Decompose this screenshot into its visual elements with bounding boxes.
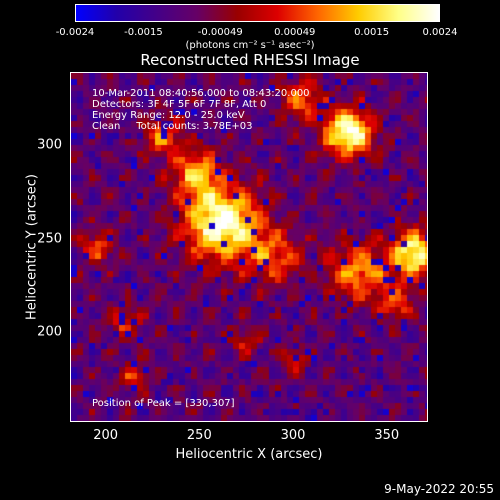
x-tick-label: 200	[93, 428, 119, 443]
info-peak-position: Position of Peak = [330,307]	[92, 398, 235, 409]
info-energy-range: Energy Range: 12.0 - 25.0 keV	[92, 110, 245, 121]
colorbar-gradient	[75, 4, 440, 22]
info-method-counts: Clean Total counts: 3.78E+03	[92, 121, 253, 132]
y-tick-label: 200	[37, 324, 62, 340]
colorbar-units-label: (photons cm⁻² s⁻¹ asec⁻²)	[185, 40, 315, 51]
y-tick-label: 300	[37, 137, 62, 153]
colorbar-tick-label: -0.0024	[55, 27, 95, 38]
plot-title: Reconstructed RHESSI Image	[140, 51, 360, 69]
colorbar-tick-label: 0.00049	[274, 27, 316, 38]
footer-date: 9-May-2022 20:55	[384, 482, 494, 496]
info-detectors: Detectors: 3F 4F 5F 6F 7F 8F, Att 0	[92, 99, 267, 110]
x-tick-label: 350	[374, 428, 400, 443]
x-tick-label: 250	[186, 428, 212, 443]
rhessi-image-map	[71, 73, 427, 421]
colorbar-tick-label: -0.0015	[124, 27, 163, 38]
info-time-range: 10-Mar-2011 08:40:56.000 to 08:43:20.000	[92, 88, 310, 99]
colorbar-tick-label: -0.00049	[197, 27, 243, 38]
x-axis-label: Heliocentric X (arcsec)	[175, 447, 323, 462]
y-tick-label: 250	[37, 231, 62, 247]
colorbar-tick-label: 0.0024	[422, 27, 458, 38]
y-axis-label: Heliocentric Y (arcsec)	[24, 174, 40, 320]
colorbar-tick-label: 0.0015	[354, 27, 390, 38]
x-tick-label: 300	[280, 428, 306, 443]
image-plot-frame	[70, 72, 428, 422]
